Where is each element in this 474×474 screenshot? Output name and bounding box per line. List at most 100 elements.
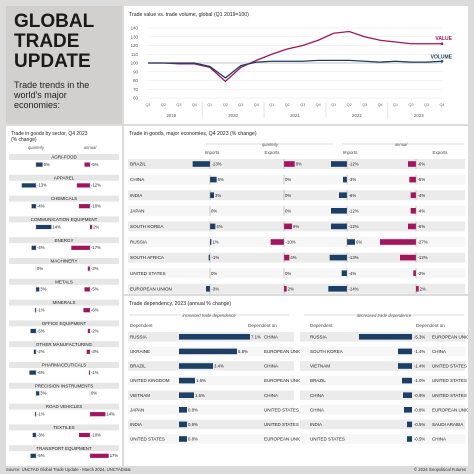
- x-tick-label: Q2: [409, 103, 414, 107]
- value-label: 0.8%: [188, 437, 198, 442]
- dependent-on-label: CHINA: [264, 334, 278, 339]
- x-tick-label: Q4: [439, 103, 444, 107]
- annual-bar: [84, 162, 90, 167]
- dependent-label: UNITED KINGDOM: [130, 378, 170, 383]
- value-label: 1.6%: [196, 378, 206, 383]
- quarterly-bar: [32, 432, 36, 438]
- x-tick-label: Q2: [347, 103, 352, 107]
- category-label: OFFICE EQUIPMENT: [42, 321, 87, 326]
- value-label: 0%: [285, 271, 291, 276]
- value-label: -4%: [349, 271, 357, 276]
- value-label: 3%: [215, 193, 221, 198]
- bar-annual-imports: [339, 192, 347, 198]
- category-label: METALS: [55, 279, 73, 284]
- quarterly-label: -6%: [37, 370, 45, 375]
- value-label: -0.5%: [414, 437, 425, 442]
- y-tick-label: 130: [131, 34, 139, 39]
- x-tick-label: Q4: [378, 103, 383, 107]
- value-label: -6%: [349, 193, 357, 198]
- economy-label: RUSSIA: [130, 240, 148, 245]
- category-label: AGRI-FOOD: [51, 155, 77, 160]
- value-label: -6%: [418, 162, 426, 167]
- category-band: [9, 278, 119, 285]
- category-band: [9, 320, 119, 327]
- quarterly-label: -3%: [37, 432, 45, 437]
- chart-title: Trade dependency, 2023 (annual % change): [129, 301, 231, 307]
- row-band: [128, 221, 465, 232]
- value-label: 7.1%: [251, 334, 261, 339]
- decrease-bar: [402, 377, 412, 384]
- x-tick-label: Q3: [424, 103, 429, 107]
- x-tick-label: Q2: [285, 103, 290, 107]
- annual-bar: [90, 224, 93, 230]
- increase-bar: [179, 421, 187, 428]
- value-label: -3%: [212, 286, 220, 291]
- value-label: -2%: [418, 271, 426, 276]
- category-band: [9, 424, 119, 431]
- quarterly-bar: [30, 328, 36, 334]
- category-band: [9, 258, 119, 264]
- dependent-label: INDIA: [310, 422, 322, 427]
- bar-annual-imports: [343, 176, 347, 183]
- row-band: [128, 419, 294, 430]
- row-band: [128, 174, 465, 185]
- value-label: -5%: [418, 177, 426, 182]
- dependent-on-label: EUROPEAN UNION: [432, 407, 468, 412]
- quarterly-label: 6%: [44, 162, 50, 167]
- category-label: TRANSPORT EQUIPMENT: [36, 446, 92, 451]
- value-label: -27%: [418, 240, 428, 245]
- x-tick-label: Q4: [192, 103, 197, 107]
- dependent-on-label: UNITED STATES: [432, 364, 467, 369]
- increase-bar: [179, 377, 195, 384]
- decrease-bar: [398, 363, 412, 369]
- quarterly-bar: [36, 224, 52, 230]
- dependent-label: SOUTH KOREA: [310, 349, 343, 354]
- value-label: -1.0%: [414, 378, 425, 383]
- value-label: 2%: [420, 286, 426, 291]
- dependent-on-label: UNITED STATES: [432, 378, 467, 383]
- value-label: 1.5%: [195, 393, 205, 398]
- bar-quarterly-imports: [210, 223, 216, 230]
- annual-bar: [79, 432, 90, 438]
- annual-bar: [86, 349, 90, 354]
- bar-quarterly-imports: [208, 254, 210, 261]
- annual-bar: [83, 308, 90, 313]
- category-band: [9, 237, 119, 244]
- quarterly-bar: [29, 370, 36, 375]
- chart-title-cont: (% change): [11, 137, 37, 143]
- row-band: [128, 159, 465, 169]
- decrease-bar: [407, 421, 412, 428]
- annual-bar: [90, 412, 106, 417]
- quarterly-bar: [31, 204, 36, 209]
- row-band: [300, 375, 465, 386]
- sector-chart: Trade in goods by sector, Q4 2023(% chan…: [9, 131, 119, 459]
- quarterly-bar: [34, 308, 36, 313]
- year-label: 2023: [414, 113, 424, 118]
- quarterly-label: -5%: [37, 453, 45, 458]
- annual-label: 17%: [110, 453, 119, 458]
- row-band: [128, 268, 465, 279]
- bar-quarterly-imports: [210, 176, 217, 183]
- row-band: [300, 346, 465, 357]
- value-label: 0.8%: [188, 422, 198, 427]
- category-band: [9, 362, 119, 368]
- dependent-label: CHINA: [310, 393, 324, 398]
- value-label: 3.4%: [214, 364, 224, 369]
- annual-label: -10%: [91, 204, 101, 209]
- bar-annual-imports: [331, 208, 347, 214]
- dependent-on-label: CHINA: [432, 349, 446, 354]
- bar-annual-exports: [400, 254, 416, 261]
- decrease-bar: [398, 348, 412, 355]
- x-tick-label: Q1: [393, 103, 398, 107]
- group-label: annual: [395, 142, 409, 147]
- economy-label: BRAZIL: [130, 162, 147, 167]
- y-tick-label: 140: [131, 26, 139, 31]
- quarterly-bar: [31, 245, 36, 250]
- category-label: PHARMACEUTICALS: [42, 363, 87, 368]
- economy-label: SOUTH AFRICA: [130, 255, 165, 260]
- bar-annual-exports: [416, 286, 419, 292]
- annual-label: 14%: [106, 412, 115, 417]
- year-label: 2019: [166, 113, 176, 118]
- value-label: -4%: [418, 208, 426, 213]
- quarterly-bar: [30, 453, 36, 458]
